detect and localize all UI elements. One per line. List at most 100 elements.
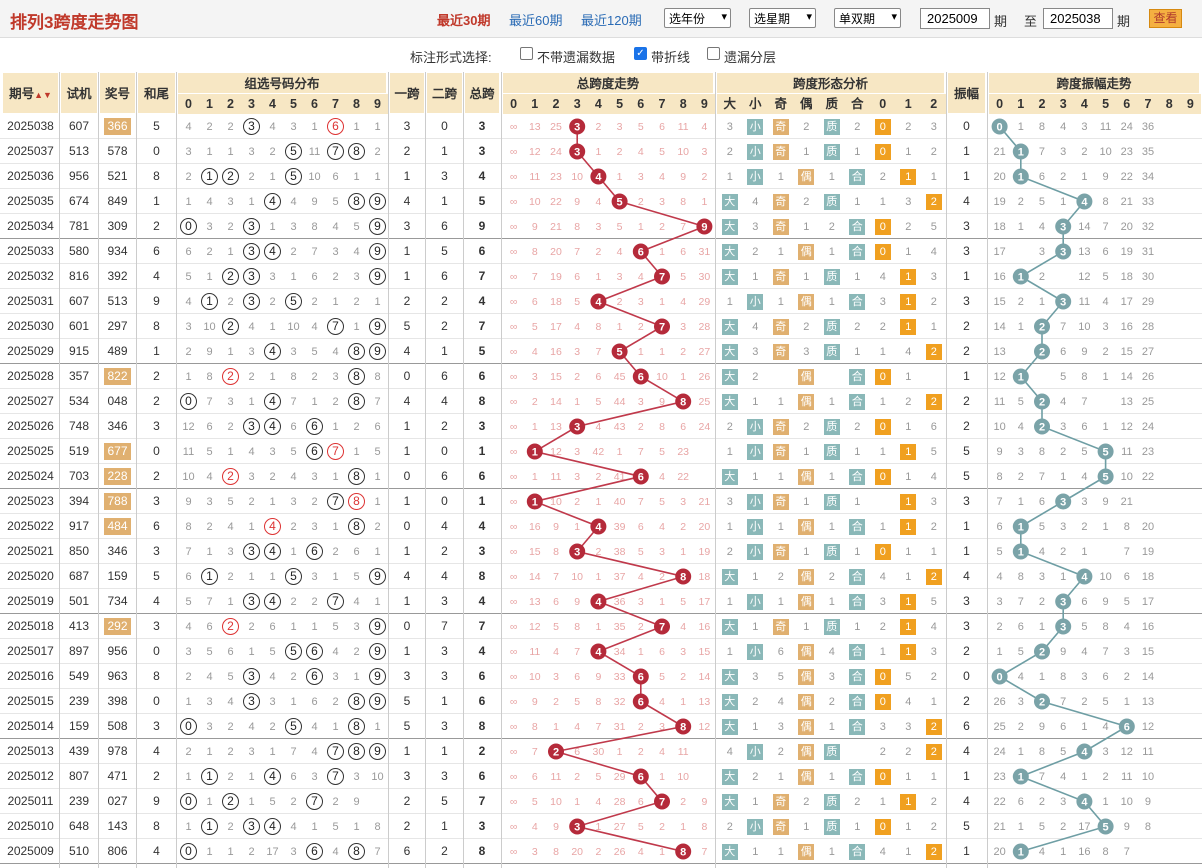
- span1-cell: 1: [403, 244, 411, 258]
- shape-cell: 1: [828, 246, 835, 258]
- dist-cell: 8: [290, 371, 297, 383]
- total-span-cell: 6: [478, 369, 486, 383]
- checkbox-layered[interactable]: [707, 47, 720, 60]
- prize-cell: 734: [107, 594, 128, 608]
- amp-trend-cell: 8: [1102, 621, 1109, 633]
- dist-cell: 1: [332, 521, 339, 533]
- dist-cell: 4: [248, 321, 255, 333]
- amp-trend-cell: 6: [1038, 496, 1046, 508]
- shape-cell: 1: [803, 496, 810, 508]
- checkbox-with-line[interactable]: ✓: [634, 47, 647, 60]
- dist-cell: 2: [248, 846, 255, 858]
- dist-cell: 3: [290, 496, 297, 508]
- trend-cell: 2: [637, 621, 644, 633]
- shape-header: 1: [895, 94, 921, 114]
- span2-cell: 3: [441, 719, 448, 733]
- shape-cell: 2: [905, 121, 912, 133]
- query-button[interactable]: 查看: [1149, 9, 1182, 28]
- tail-cell: 1: [153, 194, 160, 208]
- shape-cell: 1: [854, 196, 861, 208]
- option-no-omission-label[interactable]: 不带遗漏数据: [537, 50, 616, 65]
- trial-cell: 439: [68, 744, 90, 758]
- shape-cell: 3: [930, 496, 937, 508]
- shape-cell: 1: [896, 164, 922, 189]
- trend-cell: 1: [659, 346, 665, 358]
- dist-cell: 9: [185, 496, 192, 508]
- trend-cell: 2: [531, 396, 538, 408]
- trend-cell: 1: [595, 621, 602, 633]
- trend-cell: 7: [680, 221, 687, 233]
- dist-digit-header: 0: [178, 94, 199, 114]
- shape-cell: 1: [896, 514, 922, 539]
- shape-cell: 1: [930, 771, 937, 783]
- option-with-line-label[interactable]: 带折线: [651, 50, 691, 65]
- issue-cell: 2025009: [7, 844, 54, 858]
- table-row: 2025017 897 956 0 3 5 6 1 5 5 6 4 2 9 1 3 4 ∞ 11 4 7 34 1 6 3 15 1…: [0, 639, 1202, 664]
- shape-cell: 1: [896, 314, 922, 339]
- dist-cell: 6: [325, 114, 346, 139]
- span2-cell: 2: [441, 844, 448, 858]
- trend-cell: 1: [637, 221, 644, 233]
- amp-trend-cell: 1: [1102, 421, 1109, 433]
- shape-cell: 1: [828, 846, 835, 858]
- shape-cell: 2: [828, 696, 835, 708]
- trial-cell: 807: [68, 769, 90, 783]
- shape-cell: 2: [828, 571, 835, 583]
- trend-cell: 1: [659, 246, 665, 258]
- trend-cell: 18: [550, 296, 562, 308]
- shape-cell: 2: [921, 339, 947, 364]
- shape-cell: 3: [930, 646, 937, 658]
- trend-cell: 4: [680, 621, 687, 633]
- dist-cell: 4: [332, 646, 339, 658]
- span-ball: 6: [632, 668, 649, 685]
- shape-cell: 1: [930, 546, 937, 558]
- amp-trend-cell: 1: [1123, 696, 1130, 708]
- trend-cell: ∞: [509, 821, 518, 833]
- range-link-30[interactable]: 最近30期: [437, 13, 491, 28]
- year-select[interactable]: 选年份: [664, 8, 731, 28]
- table-row: 2025030 601 297 8 3 10 2 4 1 10 4 7 1 9 5 2 7 ∞ 5 17 4 8 1 2 3 28…: [0, 314, 1202, 339]
- amp-trend-cell: 10: [1120, 471, 1133, 483]
- total-span-cell: 8: [478, 569, 486, 583]
- trend-cell: 2: [680, 346, 687, 358]
- trend-cell: 5: [659, 446, 665, 458]
- trend-cell: 2: [659, 221, 665, 233]
- col-issue-header[interactable]: 期号▲▼: [2, 72, 59, 114]
- shape-cell: 1: [930, 321, 937, 333]
- shape-cell: 1: [803, 446, 810, 458]
- week-select[interactable]: 选星期: [749, 8, 816, 28]
- range-link-120[interactable]: 最近120期: [581, 13, 642, 28]
- amp-trend-cell: 16: [1078, 846, 1091, 858]
- shape-cell: 0: [870, 139, 896, 164]
- dist-cell: 10: [371, 771, 384, 783]
- dist-cell: 0: [178, 389, 199, 414]
- shape-cell: 2: [921, 189, 947, 214]
- amp-trend-cell: 1: [1081, 771, 1088, 783]
- dist-cell: 8: [346, 714, 367, 739]
- dist-cell: 8: [206, 371, 213, 383]
- amplitude-ball: 1: [1012, 168, 1029, 185]
- shape-cell: 2: [930, 146, 937, 158]
- svg-text:6: 6: [638, 697, 644, 709]
- trend-cell: 3: [616, 271, 623, 283]
- dist-cell: 7: [311, 246, 318, 258]
- trend-cell: 13: [528, 121, 541, 133]
- range-link-60[interactable]: 最近60期: [509, 13, 563, 28]
- dist-cell: 1: [269, 371, 276, 383]
- amp-trend-cell: 1: [1081, 171, 1088, 183]
- parity-select[interactable]: 单双期: [834, 8, 901, 28]
- option-layered-label[interactable]: 遗漏分层: [724, 50, 777, 65]
- trend-cell: 9: [659, 396, 665, 408]
- dist-cell: 5: [185, 596, 192, 608]
- dist-cell: 9: [367, 314, 388, 339]
- dist-cell: 4: [311, 746, 318, 758]
- week-select-value: 选星期: [754, 12, 791, 26]
- total-span-cell: 8: [478, 719, 486, 733]
- sort-arrows-icon[interactable]: ▲▼: [34, 90, 52, 100]
- checkbox-no-omission[interactable]: [520, 47, 533, 60]
- prize-cell: 677: [99, 439, 136, 464]
- trend-cell: 6: [574, 271, 581, 283]
- from-issue-input[interactable]: 2025009: [920, 8, 990, 29]
- to-issue-input[interactable]: 2025038: [1043, 8, 1113, 29]
- amp-trend-cell: 1: [1017, 821, 1024, 833]
